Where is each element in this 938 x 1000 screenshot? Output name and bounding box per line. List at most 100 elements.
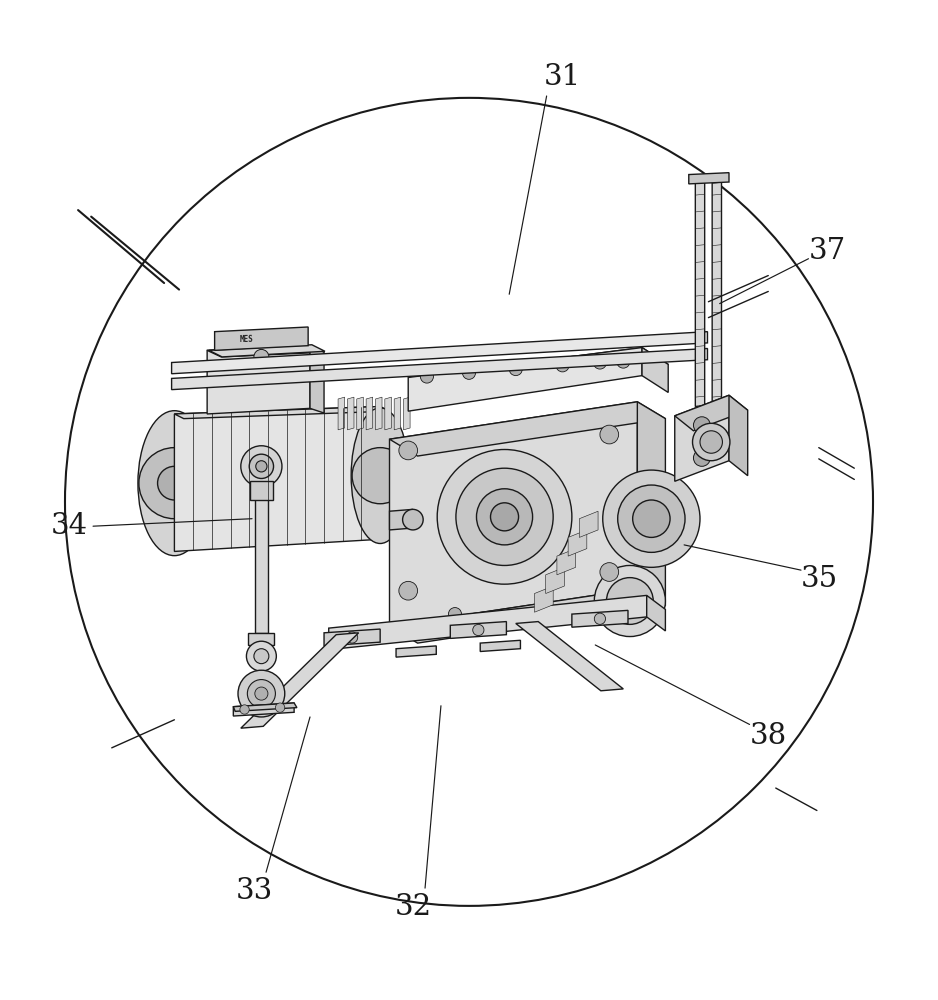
Circle shape: [692, 423, 730, 461]
Polygon shape: [408, 348, 642, 411]
Polygon shape: [688, 173, 729, 184]
Polygon shape: [385, 397, 391, 430]
Polygon shape: [674, 395, 748, 431]
Polygon shape: [674, 395, 729, 481]
Polygon shape: [646, 595, 665, 631]
Circle shape: [594, 356, 607, 369]
Polygon shape: [546, 567, 565, 594]
Polygon shape: [557, 549, 576, 575]
Circle shape: [556, 359, 569, 372]
Circle shape: [241, 446, 282, 487]
Ellipse shape: [138, 411, 211, 556]
Circle shape: [399, 581, 417, 600]
Polygon shape: [234, 703, 297, 711]
Text: MES: MES: [240, 335, 254, 344]
Circle shape: [456, 468, 553, 565]
Polygon shape: [375, 397, 382, 430]
Polygon shape: [338, 397, 344, 430]
Polygon shape: [580, 511, 598, 537]
Circle shape: [254, 349, 269, 364]
Polygon shape: [310, 346, 324, 413]
Ellipse shape: [351, 408, 409, 543]
Polygon shape: [516, 622, 624, 691]
Polygon shape: [347, 397, 354, 430]
Polygon shape: [389, 509, 413, 530]
Circle shape: [420, 370, 433, 383]
Polygon shape: [215, 327, 309, 350]
Polygon shape: [572, 610, 628, 627]
Circle shape: [600, 563, 619, 581]
Text: 33: 33: [235, 877, 273, 905]
Polygon shape: [642, 348, 668, 392]
Circle shape: [693, 449, 710, 466]
Polygon shape: [389, 402, 637, 626]
Polygon shape: [403, 397, 410, 430]
Polygon shape: [172, 332, 707, 374]
Text: 31: 31: [544, 63, 581, 91]
Circle shape: [255, 687, 268, 700]
Circle shape: [346, 632, 357, 643]
Circle shape: [595, 565, 665, 637]
Circle shape: [618, 485, 685, 552]
Polygon shape: [249, 633, 275, 645]
Polygon shape: [366, 397, 372, 430]
Circle shape: [352, 448, 408, 504]
Polygon shape: [241, 633, 358, 728]
Polygon shape: [408, 348, 668, 394]
Circle shape: [491, 503, 519, 531]
Polygon shape: [172, 348, 707, 390]
Polygon shape: [250, 481, 273, 500]
Circle shape: [473, 624, 484, 636]
Circle shape: [509, 363, 522, 376]
Text: 34: 34: [51, 512, 88, 540]
Circle shape: [248, 680, 276, 708]
Text: 38: 38: [749, 722, 787, 750]
Polygon shape: [234, 703, 295, 716]
Polygon shape: [356, 397, 363, 430]
Circle shape: [247, 641, 277, 671]
Circle shape: [139, 448, 210, 519]
Polygon shape: [174, 406, 380, 551]
Polygon shape: [712, 182, 721, 406]
Circle shape: [617, 355, 629, 368]
Polygon shape: [480, 640, 521, 652]
Text: 35: 35: [801, 565, 839, 593]
Polygon shape: [207, 346, 324, 357]
Circle shape: [256, 461, 267, 472]
Circle shape: [607, 578, 653, 624]
Polygon shape: [568, 530, 587, 556]
Polygon shape: [535, 586, 553, 612]
Polygon shape: [729, 395, 748, 476]
Polygon shape: [695, 182, 704, 406]
Circle shape: [462, 366, 476, 379]
Circle shape: [595, 613, 606, 624]
Circle shape: [700, 431, 722, 453]
Polygon shape: [207, 346, 310, 414]
Circle shape: [600, 425, 619, 444]
Circle shape: [477, 489, 533, 545]
Circle shape: [158, 466, 191, 500]
Circle shape: [240, 705, 250, 714]
Circle shape: [603, 470, 700, 567]
Polygon shape: [637, 402, 665, 606]
Circle shape: [437, 449, 572, 584]
Circle shape: [254, 649, 269, 664]
Circle shape: [250, 454, 274, 478]
Text: 32: 32: [394, 893, 431, 921]
Circle shape: [448, 608, 461, 621]
Polygon shape: [389, 589, 665, 643]
Polygon shape: [324, 629, 380, 646]
Text: 37: 37: [809, 237, 846, 265]
Polygon shape: [394, 397, 401, 430]
Ellipse shape: [402, 509, 423, 530]
Circle shape: [399, 441, 417, 460]
Polygon shape: [396, 646, 436, 657]
Polygon shape: [209, 345, 325, 357]
Circle shape: [238, 670, 285, 717]
Polygon shape: [328, 595, 646, 650]
Circle shape: [276, 703, 285, 712]
Polygon shape: [174, 406, 389, 419]
Circle shape: [632, 500, 670, 537]
Circle shape: [693, 417, 710, 434]
Polygon shape: [389, 402, 665, 456]
